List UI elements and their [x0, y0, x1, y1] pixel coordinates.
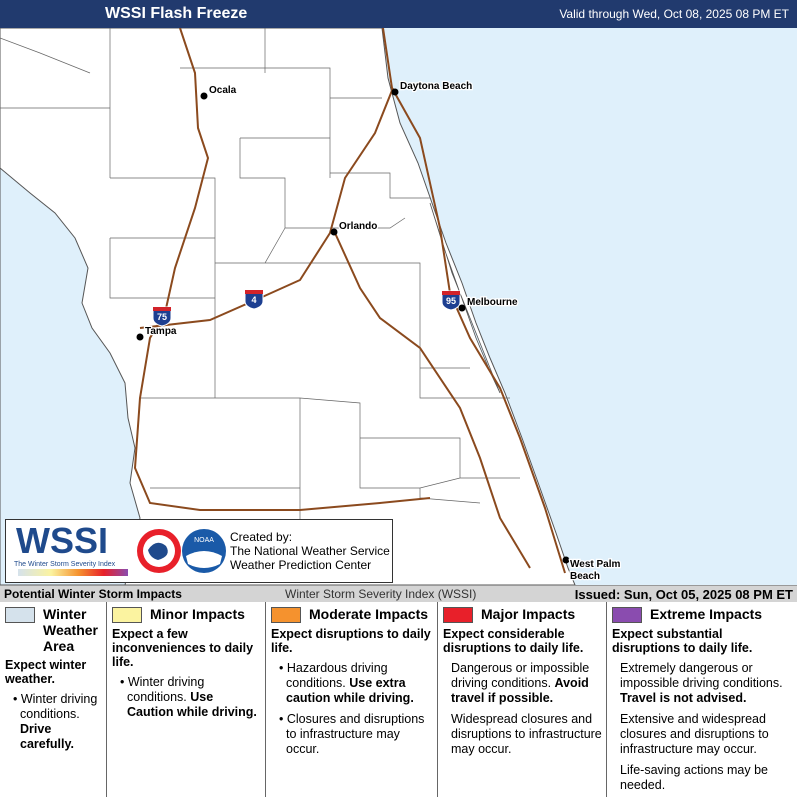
bullet: Life-saving actions may be needed. — [620, 763, 793, 793]
shield — [152, 306, 172, 327]
column-title: Extreme Impacts — [650, 606, 763, 622]
column-head: Extreme Impacts — [612, 606, 793, 623]
bullet: • Hazardous driving conditions. Use extr… — [279, 661, 414, 705]
column-head: Moderate Impacts — [271, 606, 433, 623]
wssi-color-bar — [18, 569, 128, 576]
bullet-text: Life-saving actions may be needed. — [620, 763, 768, 792]
shield-top — [153, 307, 171, 311]
bullet: • Winter driving conditions. Drive caref… — [13, 692, 98, 751]
column-title: Winter Weather Area — [43, 606, 98, 654]
color-swatch — [443, 607, 473, 623]
noaa-text: NOAA — [194, 537, 214, 544]
noaa-logo-mark — [186, 551, 222, 568]
column-head: Winter Weather Area — [5, 606, 102, 654]
column-summary: Expect a few inconveniences to daily lif… — [112, 627, 254, 669]
credit-box: WSSI The Winter Storm Severity Index NOA… — [5, 519, 393, 583]
bullet: • Closures and disruptions to infrastruc… — [279, 712, 425, 756]
column-head: Major Impacts — [443, 606, 602, 623]
column-summary: Expect substantial disruptions to daily … — [612, 627, 753, 655]
column-summary: Expect disruptions to daily life. — [271, 627, 431, 655]
credit-line: The National Weather Service — [230, 544, 390, 558]
city-dot — [200, 92, 208, 100]
bullet-text: Extremely dangerous or impossible drivin… — [620, 661, 783, 690]
column-title: Moderate Impacts — [309, 606, 429, 622]
wssi-logo: WSSI — [16, 520, 108, 561]
county-lines — [0, 28, 520, 548]
bullet: • Winter driving conditions. Use Caution… — [120, 675, 257, 719]
impact-column: Moderate Impacts Expect disruptions to da… — [266, 602, 438, 797]
impact-column: Minor Impacts Expect a few inconveniences… — [107, 602, 266, 797]
bullet: Dangerous or impossible driving conditio… — [451, 661, 602, 706]
bullet-text: Closures and disruptions to infrastructu… — [286, 712, 425, 756]
credit-line: Weather Prediction Center — [230, 558, 371, 572]
legend-left: Potential Winter Storm Impacts — [4, 587, 182, 601]
nws-logo-mark — [148, 542, 168, 560]
legend-bar: Potential Winter Storm Impacts Winter St… — [0, 585, 797, 602]
bullet: Widespread closures and disruptions to i… — [451, 712, 602, 757]
city-label: Tampa — [145, 326, 177, 337]
bullet-text: Dangerous or impossible driving conditio… — [451, 661, 590, 690]
color-swatch — [612, 607, 642, 623]
bullet-text: Winter driving conditions. — [20, 692, 98, 721]
bullet-bold: Use Caution while driving. — [127, 690, 257, 719]
color-swatch — [112, 607, 142, 623]
map: 75 4 95 Ocala Daytona Beach Orlando Melbourne… — [0, 28, 797, 585]
lagoon — [429, 202, 501, 394]
highways — [133, 28, 566, 574]
shield — [244, 289, 264, 310]
shield-label: 4 — [251, 295, 256, 305]
color-swatch — [5, 607, 35, 623]
city-label: Daytona Beach — [400, 81, 472, 92]
color-swatch — [271, 607, 301, 623]
bullet-bold: Use extra caution while driving. — [286, 676, 414, 705]
city-label: Orlando — [339, 221, 377, 232]
bullet-bold: Drive carefully. — [20, 722, 74, 751]
city-dot — [391, 88, 399, 96]
city-label: Ocala — [209, 85, 237, 96]
column-title: Minor Impacts — [150, 606, 245, 622]
shield-top — [442, 291, 460, 295]
wssi-subtitle: The Winter Storm Severity Index — [14, 561, 116, 568]
column-summary: Expect considerable disruptions to daily… — [443, 627, 584, 655]
column-title: Major Impacts — [481, 606, 576, 622]
column-summary: Expect winter weather. — [5, 658, 87, 686]
impact-column: Major Impacts Expect considerable disrupt… — [438, 602, 607, 797]
bullet-text: Widespread closures and disruptions to i… — [451, 712, 602, 756]
city-label: West Palm — [570, 559, 620, 570]
city-label: Melbourne — [467, 297, 518, 308]
bullet: Extremely dangerous or impossible drivin… — [620, 661, 793, 706]
bullet-text: Hazardous driving conditions. — [286, 661, 388, 690]
impact-column: Extreme Impacts Expect substantial disrup… — [607, 602, 797, 797]
header: WSSI Flash Freeze Valid through Wed, Oct… — [0, 0, 797, 28]
impact-column: Winter Weather Area Expect winter weather… — [0, 602, 107, 797]
city-dot — [136, 333, 144, 341]
legend-right: Issued: Sun, Oct 05, 2025 08 PM ET — [574, 587, 793, 602]
shield-top — [245, 290, 263, 294]
column-head: Minor Impacts — [112, 606, 261, 623]
land — [0, 28, 576, 585]
city-label: Beach — [570, 571, 600, 582]
shield-label: 75 — [157, 312, 167, 322]
bullet-bold: Travel is not advised. — [620, 691, 747, 705]
city-dot — [458, 304, 466, 312]
credit-graphics: WSSI The Winter Storm Severity Index NOA… — [14, 520, 390, 576]
bullet-text: Extensive and widespread closures and di… — [620, 712, 769, 756]
city-dot — [330, 228, 338, 236]
city-dot — [562, 556, 570, 564]
bullet-text: Winter driving conditions. — [127, 675, 205, 704]
shield-label: 95 — [446, 296, 456, 306]
bullet: Extensive and widespread closures and di… — [620, 712, 793, 757]
shield — [441, 290, 461, 311]
credit-line: Created by: — [230, 530, 292, 544]
bullet-bold: Avoid travel if possible. — [451, 676, 589, 705]
valid-time: Valid through Wed, Oct 08, 2025 08 PM ET — [559, 7, 789, 21]
legend-center: Winter Storm Severity Index (WSSI) — [285, 587, 477, 601]
impact-columns: Winter Weather Area Expect winter weather… — [0, 602, 797, 797]
title: WSSI Flash Freeze — [105, 5, 248, 22]
